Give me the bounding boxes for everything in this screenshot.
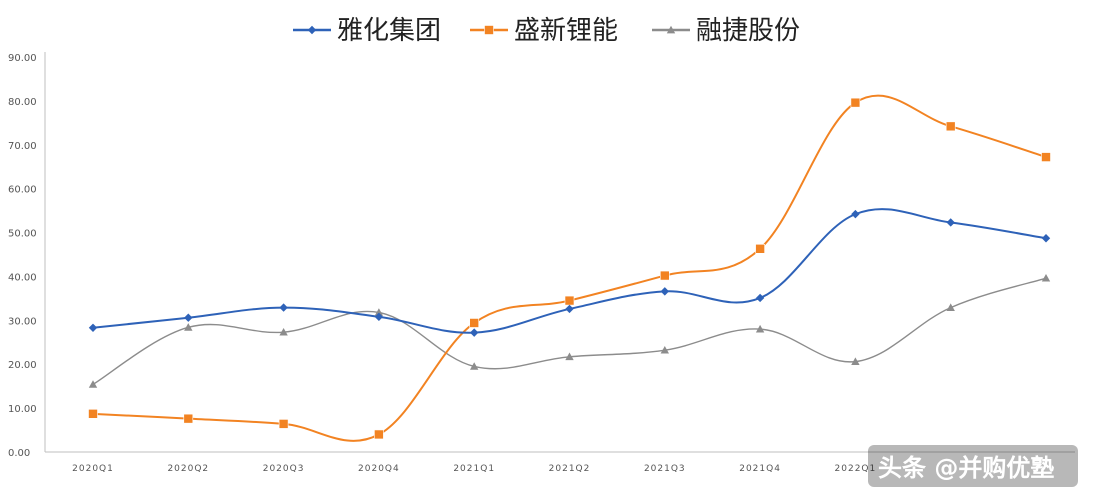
data-point xyxy=(659,270,670,281)
data-point xyxy=(851,209,860,219)
y-tick-label: 80.00 xyxy=(8,97,37,108)
watermark: 头条 @并购优塾 xyxy=(868,445,1078,487)
data-point xyxy=(1041,274,1051,282)
data-point xyxy=(88,380,98,388)
data-point xyxy=(755,324,765,333)
data-point xyxy=(279,303,288,312)
x-tick-label: 2020Q4 xyxy=(358,464,400,474)
x-tick-label: 2021Q3 xyxy=(644,464,686,474)
data-point xyxy=(469,318,480,328)
x-tick-label: 2020Q1 xyxy=(72,464,114,474)
data-point xyxy=(470,362,479,370)
x-tick-label: 2022Q1 xyxy=(835,464,877,474)
data-point xyxy=(183,413,194,424)
data-point xyxy=(88,323,98,332)
data-point xyxy=(278,419,289,429)
y-tick-label: 90.00 xyxy=(8,53,37,64)
data-point xyxy=(184,323,193,331)
x-tick-label: 2021Q1 xyxy=(453,464,495,474)
series-line-3 xyxy=(92,277,1047,386)
legend-label: 盛新锂能 xyxy=(514,16,618,46)
data-point xyxy=(660,287,669,296)
data-point xyxy=(851,357,860,365)
data-point xyxy=(850,97,861,108)
data-point xyxy=(1041,152,1051,162)
data-point xyxy=(946,303,955,311)
y-tick-label: 0.00 xyxy=(8,448,30,459)
data-point xyxy=(564,295,575,306)
data-point xyxy=(374,312,384,322)
y-tick-label: 30.00 xyxy=(8,316,37,327)
x-tick-label: 2021Q2 xyxy=(549,464,591,474)
chart-axes: 0.00 10.00 20.00 30.00 40.00 50.00 60.00 70.00 8… xyxy=(8,52,1075,474)
data-point xyxy=(946,218,955,227)
watermark-text: 头条 @并购优塾 xyxy=(878,454,1054,482)
y-tick-label: 10.00 xyxy=(8,404,37,415)
series-line-1 xyxy=(92,208,1047,334)
x-tick-label: 2020Q2 xyxy=(167,464,209,474)
data-point xyxy=(565,304,574,314)
legend-marker xyxy=(484,25,494,35)
legend-marker xyxy=(666,25,676,34)
data-point xyxy=(374,308,384,316)
chart-legend: 雅化集团 盛新锂能 融捷股份 xyxy=(293,16,800,46)
data-point xyxy=(88,409,98,419)
data-point xyxy=(279,327,288,336)
data-point xyxy=(755,243,765,254)
data-point xyxy=(470,328,479,337)
data-point xyxy=(374,429,384,440)
chart-series xyxy=(92,94,1047,442)
y-tick-label: 50.00 xyxy=(8,229,37,240)
data-point xyxy=(1041,234,1051,243)
data-point xyxy=(945,121,956,132)
watermark-backdrop xyxy=(868,445,1078,487)
y-tick-label: 20.00 xyxy=(8,360,37,371)
data-point xyxy=(755,293,765,303)
x-tick-label: 2020Q3 xyxy=(263,464,305,474)
data-point xyxy=(565,352,574,361)
data-point xyxy=(184,313,193,322)
legend-label: 雅化集团 xyxy=(337,16,441,46)
y-tick-label: 40.00 xyxy=(8,272,37,283)
y-tick-label: 60.00 xyxy=(8,185,37,196)
legend-marker xyxy=(307,25,317,35)
chart-markers xyxy=(88,97,1051,440)
x-tick-label: 2021Q4 xyxy=(739,464,781,474)
data-point xyxy=(660,345,669,354)
y-tick-label: 70.00 xyxy=(8,141,37,152)
legend-label: 融捷股份 xyxy=(696,16,800,46)
series-line-2 xyxy=(92,94,1047,442)
